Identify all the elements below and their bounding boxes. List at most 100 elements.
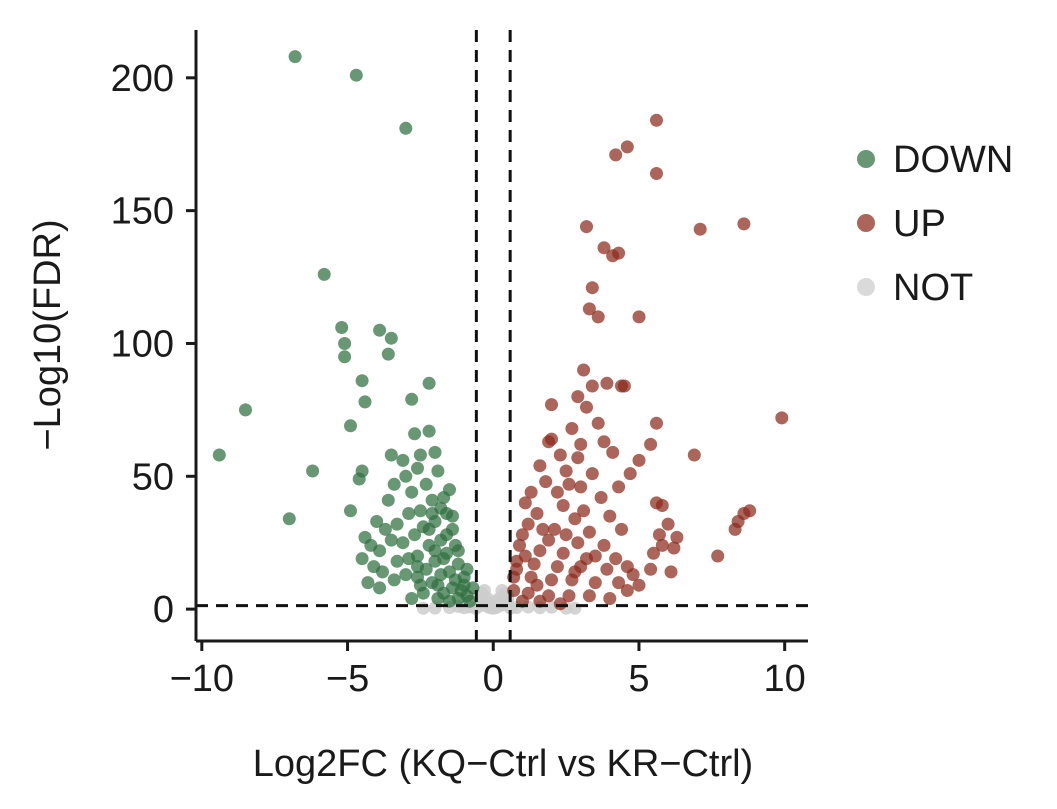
- data-point-up: [647, 546, 660, 560]
- data-point-down: [405, 485, 419, 499]
- data-point-up: [603, 509, 617, 523]
- data-point-up: [623, 467, 637, 481]
- data-point-up: [597, 241, 611, 255]
- data-point-down: [413, 448, 427, 462]
- data-point-down: [306, 464, 320, 478]
- data-point-down: [422, 522, 436, 536]
- data-point-up: [693, 222, 707, 236]
- data-point-up: [655, 499, 669, 512]
- data-point-up: [545, 573, 558, 587]
- data-point-up: [612, 480, 626, 494]
- data-point-up: [533, 459, 547, 473]
- data-point-down: [381, 347, 395, 361]
- data-point-down: [373, 544, 387, 558]
- data-point-up: [568, 512, 582, 526]
- data-point-down: [422, 424, 436, 438]
- data-point-up: [775, 411, 789, 425]
- data-point-up: [542, 435, 556, 449]
- data-point-up: [577, 504, 591, 518]
- data-point-down: [373, 581, 387, 595]
- data-point-down: [344, 504, 357, 518]
- data-point-down: [335, 321, 349, 334]
- data-point-down: [408, 528, 422, 542]
- data-point-up: [615, 522, 628, 536]
- data-point-up: [650, 416, 663, 430]
- data-point-up: [524, 485, 538, 499]
- data-point-up: [737, 217, 751, 231]
- y-tick-label: 150: [111, 191, 174, 233]
- y-axis-ticks: 0 50 100 150 200: [111, 58, 196, 631]
- data-point-up: [559, 528, 573, 542]
- data-point-down: [428, 544, 442, 558]
- data-point-up: [644, 562, 658, 576]
- series-down: [212, 50, 480, 608]
- x-axis-ticks: −10 −5 0 5 10: [170, 641, 806, 700]
- data-point-up: [562, 589, 576, 603]
- data-point-up: [577, 363, 591, 377]
- x-tick-label: 0: [483, 658, 504, 700]
- data-point-down: [425, 507, 439, 520]
- data-point-down: [384, 533, 398, 547]
- data-point-down: [361, 576, 375, 590]
- data-point-up: [612, 576, 626, 590]
- data-point-up: [553, 448, 567, 462]
- data-point-up: [518, 549, 532, 563]
- data-point-up: [617, 379, 631, 393]
- data-point-up: [553, 597, 567, 611]
- data-point-down: [419, 477, 433, 491]
- data-point-down: [437, 586, 451, 600]
- data-point-up: [620, 584, 634, 597]
- data-point-up: [530, 578, 544, 592]
- data-point-up: [574, 480, 588, 494]
- data-point-down: [399, 121, 413, 135]
- data-point-up: [580, 552, 593, 566]
- x-axis-title: Log2FC (KQ−Ctrl vs KR−Ctrl): [253, 743, 753, 785]
- data-point-up: [600, 562, 614, 576]
- data-point-down: [451, 544, 465, 558]
- data-point-down: [431, 464, 445, 478]
- data-point-up: [565, 422, 579, 435]
- data-point-up: [571, 451, 585, 465]
- data-point-up: [644, 437, 658, 451]
- data-point-up: [548, 522, 561, 536]
- data-point-up: [728, 522, 742, 536]
- data-point-up: [515, 528, 529, 542]
- data-point-up: [574, 437, 588, 451]
- data-point-up: [582, 302, 596, 316]
- data-point-up: [655, 538, 669, 552]
- data-point-up: [568, 565, 582, 579]
- data-point-up: [650, 113, 663, 127]
- legend: DOWN UP NOT: [857, 139, 1013, 309]
- data-point-up: [594, 491, 608, 504]
- data-point-down: [422, 376, 436, 390]
- data-point-up: [670, 530, 684, 544]
- data-point-up: [510, 562, 524, 576]
- x-tick-label: −5: [326, 658, 369, 700]
- data-point-up: [591, 310, 605, 324]
- data-point-up: [591, 416, 605, 430]
- y-tick-label: 50: [132, 456, 174, 498]
- y-tick-label: 0: [153, 589, 174, 631]
- data-point-down: [440, 546, 454, 560]
- data-point-down: [425, 493, 439, 507]
- series-up: [507, 113, 789, 611]
- data-point-up: [626, 568, 640, 582]
- data-point-down: [390, 554, 404, 568]
- data-point-not: [568, 601, 582, 615]
- data-point-up: [609, 148, 623, 162]
- data-point-down: [358, 395, 372, 409]
- data-point-up: [580, 400, 593, 414]
- data-point-up: [743, 504, 757, 518]
- y-axis-title: −Log10(FDR): [27, 219, 69, 450]
- data-point-up: [542, 533, 556, 547]
- data-point-down: [390, 517, 404, 531]
- data-point-up: [559, 464, 573, 478]
- data-point-up: [652, 528, 666, 542]
- data-point-up: [556, 546, 570, 560]
- data-point-not: [416, 601, 430, 615]
- data-point-down: [352, 472, 366, 486]
- data-point-down: [338, 350, 352, 364]
- legend-swatch-up: [857, 214, 875, 232]
- data-point-up: [530, 507, 544, 520]
- data-point-up: [609, 552, 623, 566]
